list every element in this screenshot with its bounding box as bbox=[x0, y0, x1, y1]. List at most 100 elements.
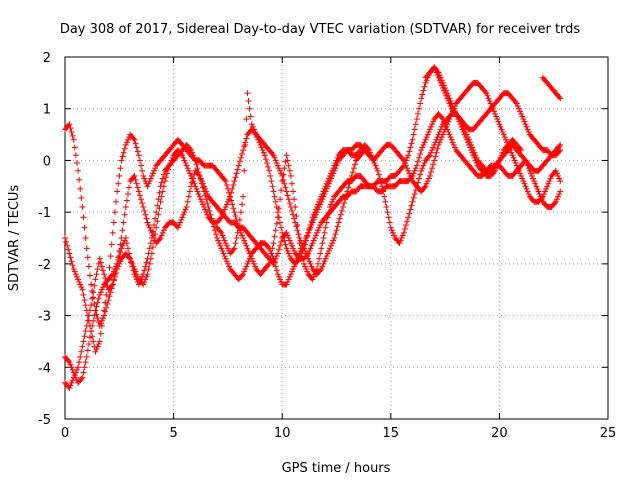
y-tick-label: -4 bbox=[38, 361, 51, 376]
data-point-marker bbox=[81, 364, 88, 371]
data-point-marker bbox=[307, 260, 314, 267]
data-point-marker bbox=[287, 172, 294, 179]
data-point-marker bbox=[463, 136, 470, 143]
data-point-marker bbox=[100, 315, 107, 322]
data-point-marker bbox=[247, 113, 254, 120]
data-point-marker bbox=[451, 144, 458, 151]
data-point-marker bbox=[76, 176, 83, 183]
data-point-marker bbox=[383, 203, 390, 210]
data-point-marker bbox=[443, 87, 450, 94]
data-point-marker bbox=[267, 247, 274, 254]
data-point-marker bbox=[96, 291, 103, 298]
data-point-marker bbox=[281, 165, 288, 172]
data-point-marker bbox=[182, 160, 189, 167]
data-point-marker bbox=[222, 255, 229, 262]
data-point-marker bbox=[221, 253, 228, 260]
data-point-marker bbox=[148, 229, 155, 236]
data-point-marker bbox=[154, 218, 161, 225]
data-point-marker bbox=[64, 242, 71, 249]
data-point-marker bbox=[275, 273, 282, 280]
data-point-marker bbox=[277, 242, 284, 249]
data-point-marker bbox=[557, 147, 564, 154]
data-point-marker bbox=[285, 196, 292, 203]
data-point-marker bbox=[324, 178, 331, 185]
data-point-marker bbox=[487, 100, 494, 107]
data-point-marker bbox=[530, 175, 537, 182]
data-point-marker bbox=[144, 271, 151, 278]
data-point-marker bbox=[489, 105, 496, 112]
data-point-marker bbox=[421, 184, 428, 191]
data-point-marker bbox=[412, 121, 419, 128]
data-point-marker bbox=[111, 273, 118, 280]
data-point-marker bbox=[284, 278, 291, 285]
data-point-marker bbox=[299, 242, 306, 249]
data-point-marker bbox=[518, 110, 525, 117]
data-point-marker bbox=[419, 165, 426, 172]
data-point-marker bbox=[67, 254, 74, 261]
data-point-marker bbox=[142, 263, 149, 270]
data-point-marker bbox=[140, 281, 147, 288]
data-point-marker bbox=[235, 224, 242, 231]
data-point-marker bbox=[304, 233, 311, 240]
data-point-marker bbox=[434, 134, 441, 141]
data-point-marker bbox=[79, 343, 86, 350]
data-point-marker bbox=[75, 276, 82, 283]
data-point-marker bbox=[544, 183, 551, 190]
data-point-marker bbox=[543, 185, 550, 192]
data-point-marker bbox=[450, 105, 457, 112]
data-point-marker bbox=[330, 196, 337, 203]
data-point-marker bbox=[520, 178, 527, 185]
data-point-marker bbox=[285, 250, 292, 257]
data-point-marker bbox=[522, 121, 529, 128]
data-point-marker bbox=[259, 147, 266, 154]
data-point-marker bbox=[92, 276, 99, 283]
data-point-marker bbox=[399, 156, 406, 163]
data-point-marker bbox=[370, 157, 377, 164]
data-point-marker bbox=[551, 200, 558, 207]
data-point-marker bbox=[522, 183, 529, 190]
data-point-marker bbox=[523, 160, 530, 167]
data-point-marker bbox=[152, 165, 159, 172]
data-point-marker bbox=[158, 193, 165, 200]
data-point-marker bbox=[520, 116, 527, 123]
data-point-marker bbox=[135, 152, 142, 159]
data-point-marker bbox=[434, 68, 441, 75]
data-point-marker bbox=[201, 203, 208, 210]
data-point-marker bbox=[317, 222, 324, 229]
data-point-marker bbox=[217, 228, 224, 235]
data-point-marker bbox=[553, 170, 560, 177]
data-point-marker bbox=[307, 245, 314, 252]
data-point-marker bbox=[445, 92, 452, 99]
data-point-marker bbox=[350, 165, 357, 172]
data-point-marker bbox=[305, 229, 312, 236]
data-point-marker bbox=[494, 116, 501, 123]
y-axis-label: SDTVAR / TECUs bbox=[7, 185, 22, 292]
data-point-marker bbox=[265, 262, 272, 269]
data-point-marker bbox=[204, 200, 211, 207]
data-point-marker bbox=[272, 263, 279, 270]
data-point-marker bbox=[417, 171, 424, 178]
data-point-marker bbox=[448, 136, 455, 143]
data-point-marker bbox=[134, 184, 141, 191]
data-point-marker bbox=[145, 266, 152, 273]
data-point-marker bbox=[223, 258, 230, 265]
data-point-marker bbox=[221, 237, 228, 244]
data-point-marker bbox=[409, 136, 416, 143]
data-point-marker bbox=[384, 209, 391, 216]
data-point-marker bbox=[431, 141, 438, 148]
data-point-marker bbox=[501, 134, 508, 141]
data-point-marker bbox=[160, 183, 167, 190]
data-point-marker bbox=[317, 196, 324, 203]
data-point-marker bbox=[441, 82, 448, 89]
data-point-marker bbox=[430, 161, 437, 168]
data-point-marker bbox=[216, 240, 223, 247]
x-tick-label: 10 bbox=[274, 426, 291, 441]
data-point-marker bbox=[420, 162, 427, 169]
data-point-marker bbox=[366, 152, 373, 159]
data-point-marker bbox=[321, 258, 328, 265]
data-point-marker bbox=[307, 222, 314, 229]
data-point-marker bbox=[181, 157, 188, 164]
data-point-marker bbox=[63, 238, 70, 245]
data-point-marker bbox=[266, 245, 273, 252]
data-point-marker bbox=[281, 180, 288, 187]
